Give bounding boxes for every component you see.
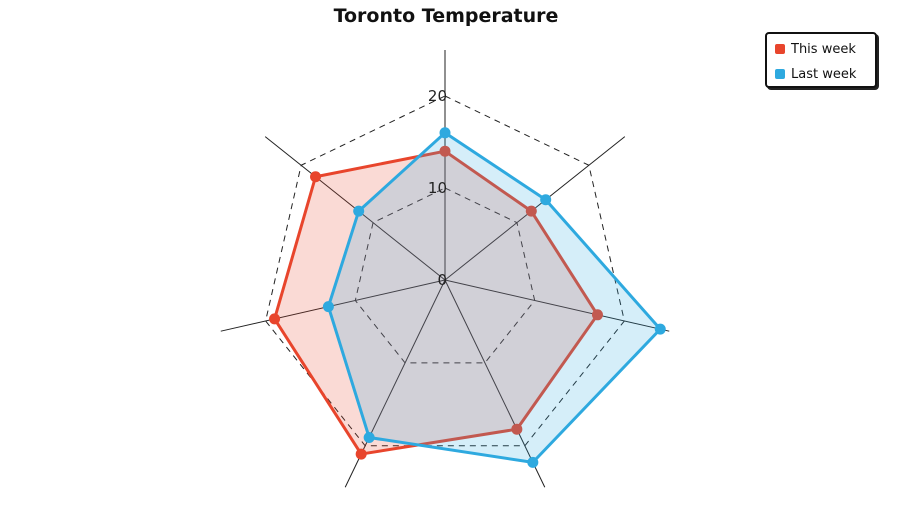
point-last-week-6 xyxy=(353,205,365,217)
legend-item-this-week: This week xyxy=(775,39,856,59)
radar-series xyxy=(269,127,666,468)
radial-tick-label: 0 xyxy=(437,271,447,289)
radial-tick-label: 20 xyxy=(428,87,447,105)
series-area-this-week xyxy=(273,149,599,456)
point-this-week-2 xyxy=(591,309,603,321)
legend-item-last-week: Last week xyxy=(775,64,856,84)
legend-label-this-week: This week xyxy=(791,41,856,57)
radar-spoke xyxy=(444,279,670,332)
radar-ring xyxy=(354,187,536,364)
point-last-week-1 xyxy=(540,194,552,206)
point-last-week-2 xyxy=(654,323,666,335)
radial-tick-labels: 0 10 20 xyxy=(428,87,447,289)
legend-swatch-this-week xyxy=(775,44,785,54)
point-this-week-1 xyxy=(525,205,537,217)
chart-title: Toronto Temperature xyxy=(334,5,559,27)
point-this-week-5 xyxy=(269,313,281,325)
legend: This week Last week xyxy=(765,32,877,88)
point-last-week-5 xyxy=(322,301,334,313)
radar-spoke xyxy=(444,279,546,488)
point-this-week-3 xyxy=(511,423,523,435)
legend-label-last-week: Last week xyxy=(791,66,857,82)
point-this-week-4 xyxy=(355,448,367,460)
series-area-last-week xyxy=(326,131,662,464)
point-last-week-0 xyxy=(439,127,451,139)
point-this-week-6 xyxy=(310,171,322,183)
point-last-week-4 xyxy=(363,431,375,443)
radial-tick-label: 10 xyxy=(428,179,447,197)
point-last-week-3 xyxy=(527,456,539,468)
point-this-week-0 xyxy=(439,145,451,157)
legend-swatch-last-week xyxy=(775,69,785,79)
